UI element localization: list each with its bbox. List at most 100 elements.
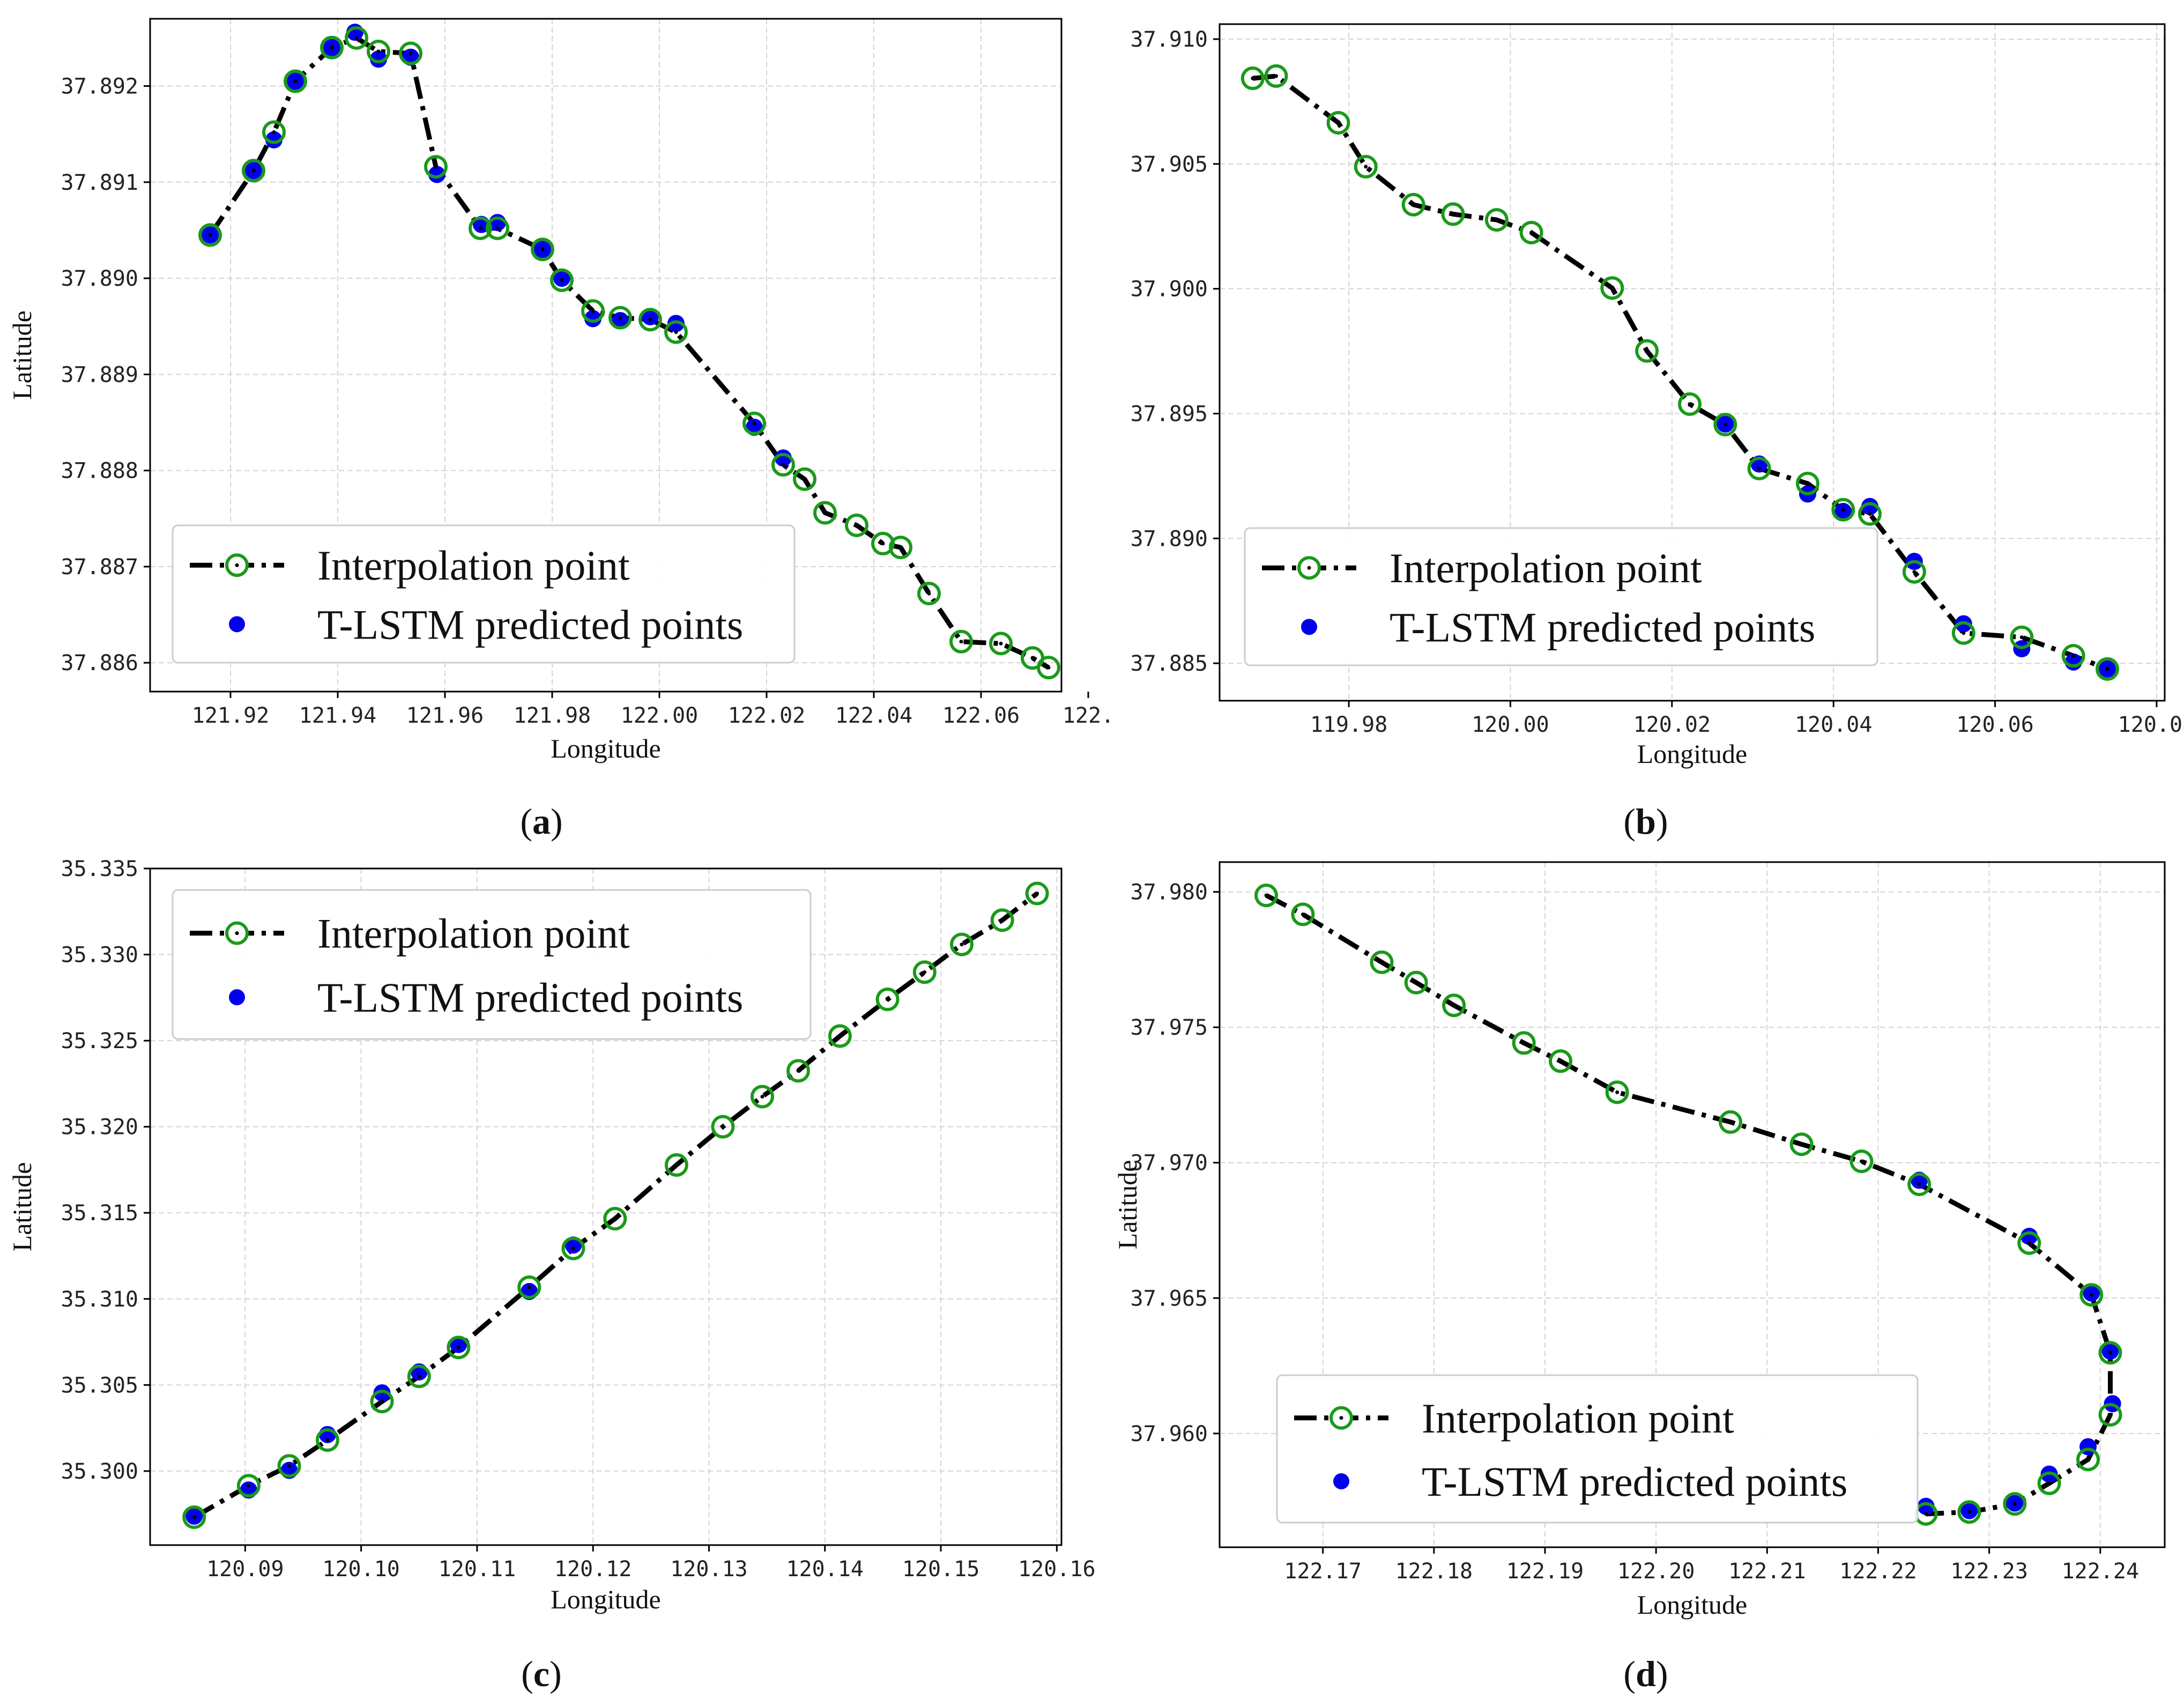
interpolation-point bbox=[608, 306, 632, 330]
interpolation-point-center bbox=[881, 541, 885, 546]
interpolation-point-center bbox=[1452, 1003, 1456, 1007]
x-tick-label: 122.18 bbox=[1395, 1559, 1473, 1584]
interpolation-point-center bbox=[613, 1216, 617, 1221]
legend-interp-marker-center bbox=[235, 931, 239, 936]
y-tick-label: 37.970 bbox=[1131, 1151, 1208, 1176]
interpolation-point-center bbox=[1967, 1510, 1971, 1514]
interpolation-point-center bbox=[1264, 893, 1268, 897]
legend-box bbox=[172, 524, 796, 664]
interpolation-point bbox=[1370, 950, 1394, 974]
y-tick-label: 37.960 bbox=[1131, 1422, 1208, 1446]
x-tick-label: 122.02 bbox=[728, 703, 806, 728]
y-tick-label: 35.320 bbox=[61, 1115, 139, 1140]
interpolation-point-center bbox=[838, 1034, 842, 1038]
predicted-point bbox=[584, 310, 601, 328]
interpolation-point bbox=[320, 35, 344, 60]
y-tick-label: 37.889 bbox=[61, 362, 139, 387]
legend-interp-marker-center bbox=[1307, 566, 1311, 570]
interpolation-point-center bbox=[960, 942, 964, 947]
legend-label-interpolation: Interpolation point bbox=[317, 910, 630, 957]
interpolation-point bbox=[531, 238, 554, 262]
x-tick-label: 120.06 bbox=[1956, 713, 2034, 737]
interpolation-point-center bbox=[1379, 960, 1384, 964]
interpolation-point-center bbox=[1688, 402, 1692, 406]
interpolation-point bbox=[367, 39, 390, 63]
interpolation-point bbox=[1605, 1080, 1629, 1104]
interpolation-point bbox=[1401, 192, 1425, 217]
interpolation-point-center bbox=[1728, 1120, 1733, 1124]
interpolation-point bbox=[581, 299, 605, 323]
interpolation-point-center bbox=[1558, 1059, 1563, 1063]
interpolation-point-center bbox=[1868, 512, 1872, 516]
interpolation-point-center bbox=[796, 1068, 800, 1073]
interpolation-point bbox=[1713, 412, 1737, 436]
interpolation-point bbox=[989, 632, 1013, 656]
interpolation-point-center bbox=[674, 1163, 679, 1167]
predicted-point bbox=[370, 50, 387, 68]
interpolation-point-center bbox=[1251, 76, 1255, 80]
interpolation-point bbox=[262, 120, 286, 144]
interpolation-point-center bbox=[1912, 570, 1916, 574]
y-tick-label: 37.900 bbox=[1131, 277, 1208, 302]
interpolation-point bbox=[949, 629, 973, 654]
x-tick-label: 121.98 bbox=[514, 703, 591, 728]
interpolation-point-center bbox=[618, 316, 622, 320]
x-tick-label: 122.22 bbox=[1839, 1559, 1917, 1584]
interpolation-point bbox=[469, 216, 492, 240]
interpolation-point-center bbox=[1046, 665, 1051, 670]
interpolation-point-center bbox=[1529, 231, 1534, 235]
interpolation-point-center bbox=[456, 1345, 460, 1349]
predicted-point bbox=[2020, 1228, 2038, 1245]
interpolation-point-center bbox=[886, 997, 890, 1001]
interpolation-line bbox=[192, 892, 1039, 1519]
interpolation-point bbox=[517, 1275, 541, 1299]
interpolation-point bbox=[917, 582, 941, 606]
interpolation-point-center bbox=[898, 545, 903, 550]
interpolation-point bbox=[277, 1454, 301, 1478]
interpolation-point bbox=[407, 1364, 431, 1389]
interpolation-point bbox=[2098, 1341, 2122, 1365]
y-tick-label: 35.325 bbox=[61, 1029, 139, 1053]
interpolation-point-center bbox=[1800, 1142, 1804, 1146]
interpolation-point-center bbox=[2089, 1293, 2093, 1297]
panel-tag: (a) bbox=[520, 801, 562, 842]
interpolation-point-center bbox=[1645, 349, 1649, 353]
interpolation-point bbox=[1404, 970, 1428, 994]
interpolation-point bbox=[664, 1153, 688, 1177]
y-tick-label: 37.892 bbox=[61, 75, 139, 99]
y-tick-label: 35.305 bbox=[61, 1373, 139, 1398]
y-tick-label: 37.890 bbox=[61, 266, 139, 291]
predicted-point bbox=[1917, 1497, 1935, 1515]
x-axis-label: Longitude bbox=[1637, 1590, 1748, 1620]
legend-label-predicted: T-LSTM predicted points bbox=[1390, 604, 1815, 650]
y-tick-label: 37.980 bbox=[1131, 880, 1208, 905]
interpolation-point-center bbox=[1336, 121, 1341, 125]
y-tick-label: 37.905 bbox=[1131, 152, 1208, 177]
interpolation-point bbox=[990, 908, 1014, 932]
predicted-point bbox=[428, 166, 445, 183]
x-tick-label: 122.06 bbox=[942, 703, 1020, 728]
interpolation-point-center bbox=[293, 79, 298, 84]
interpolation-point-center bbox=[760, 1094, 764, 1099]
interpolation-point bbox=[771, 452, 795, 477]
interpolation-point bbox=[1677, 392, 1702, 416]
interpolation-point-center bbox=[417, 1374, 421, 1378]
x-tick-label: 122.21 bbox=[1728, 1559, 1806, 1584]
interpolation-point-center bbox=[1412, 203, 1416, 207]
legend-interp-marker-center bbox=[1339, 1416, 1343, 1420]
interpolation-point-center bbox=[434, 165, 438, 169]
interpolation-point-center bbox=[1035, 892, 1039, 896]
interpolation-point bbox=[1718, 1110, 1742, 1134]
interpolation-point-center bbox=[1274, 74, 1278, 78]
interpolation-point-center bbox=[927, 591, 931, 596]
x-tick-label: 119.98 bbox=[1310, 713, 1388, 737]
x-tick-label: 122.20 bbox=[1617, 1559, 1695, 1584]
y-tick-label: 35.315 bbox=[61, 1201, 139, 1226]
interpolation-point-center bbox=[1000, 918, 1005, 922]
interpolation-point-center bbox=[1451, 212, 1455, 216]
interpolation-point bbox=[242, 159, 265, 183]
interpolation-point-center bbox=[2108, 1413, 2112, 1417]
x-tick-label: 121.96 bbox=[406, 703, 484, 728]
interpolation-point-center bbox=[325, 1438, 330, 1442]
